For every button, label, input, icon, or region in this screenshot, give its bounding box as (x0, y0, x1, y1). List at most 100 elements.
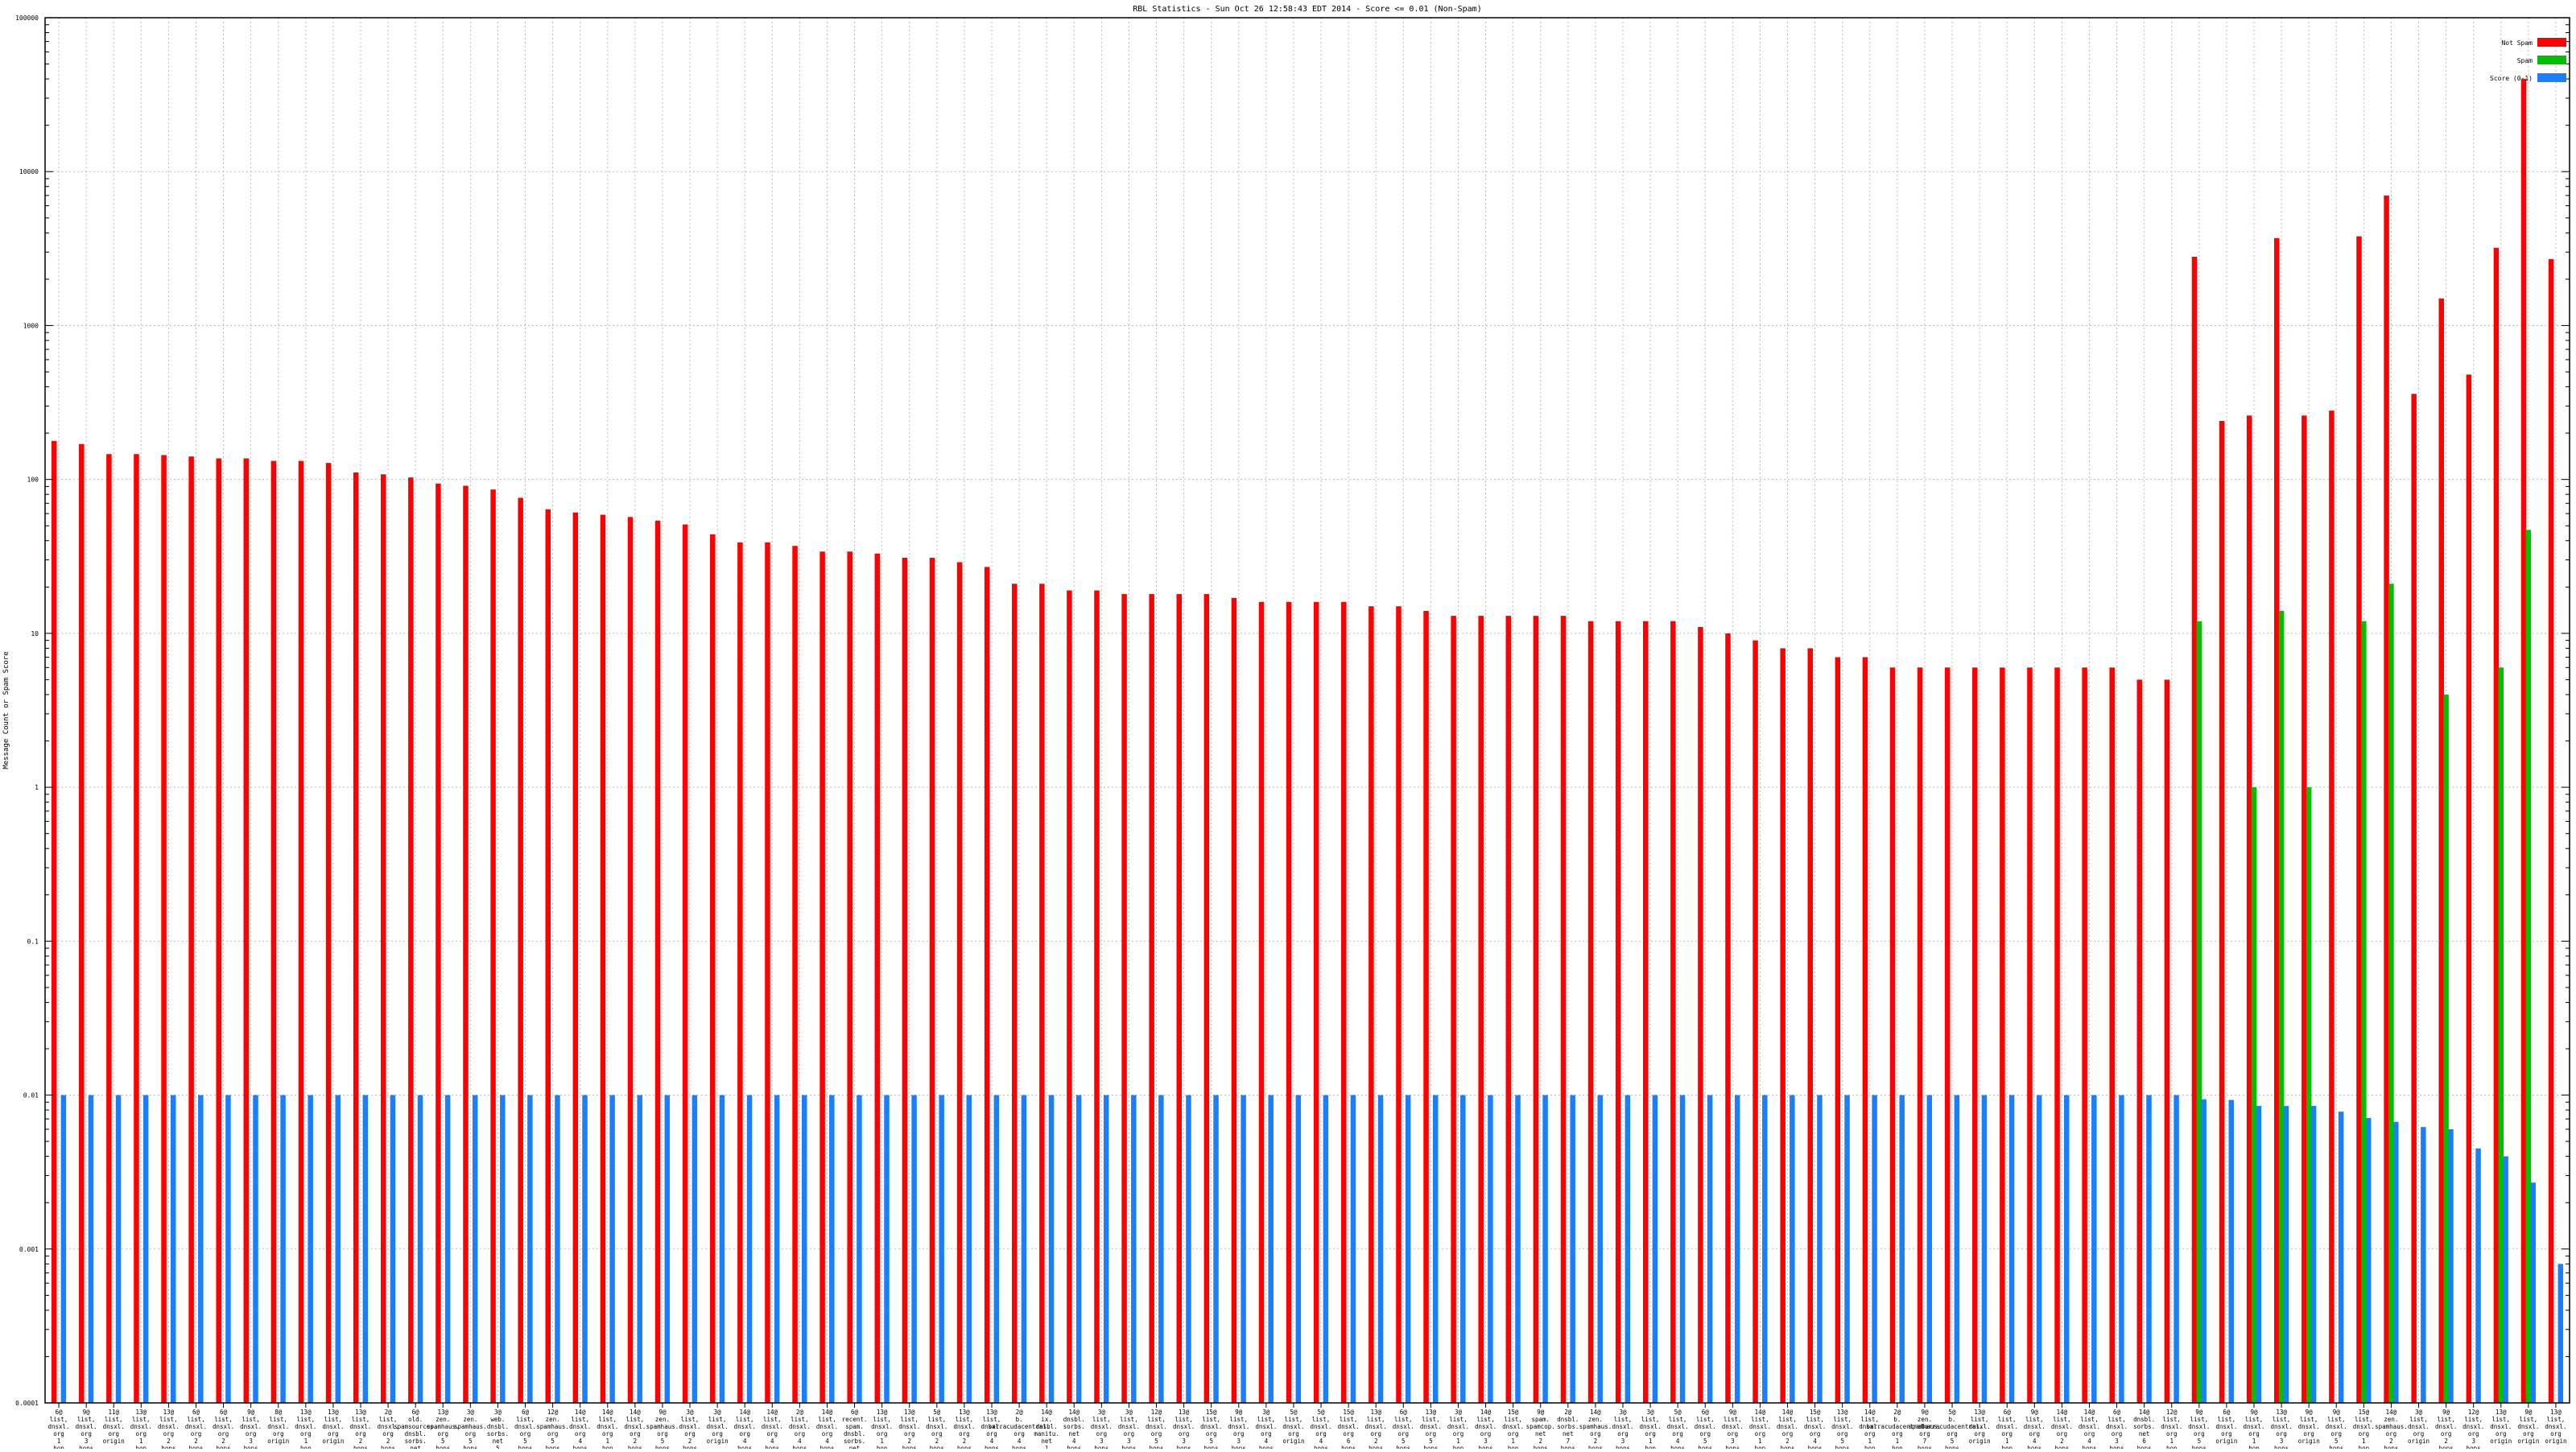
bar-spam (2443, 695, 2449, 1403)
y-axis-label: Message Count or Spam Score (2, 651, 10, 769)
bar-score-0-1- (336, 1095, 341, 1403)
x-tick-label: 12@ list, dnsxl. org 1 hop (2161, 1409, 2182, 1449)
bar-not-spam (1752, 641, 1758, 1403)
x-tick-label: 14@ dnsbl. sorbs. net 6 hops (2133, 1409, 2155, 1449)
bar-spam (2306, 787, 2312, 1403)
bar-score-0-1- (1296, 1095, 1302, 1403)
bar-score-0-1- (2119, 1095, 2124, 1403)
y-tick-label: 1000 (23, 322, 39, 329)
bar-score-0-1- (2064, 1095, 2070, 1403)
bar-not-spam (1643, 621, 1649, 1403)
x-tick-label: 13@ list, dnsxl. org 2 hops (1365, 1409, 1387, 1449)
x-tick-label: 2@ list, dnsxl. org 4 hops (789, 1409, 811, 1449)
y-tick-label: 1 (35, 784, 39, 791)
x-tick-label: 5@ list, dnsxl. org 4 hops (1667, 1409, 1689, 1449)
x-tick-label: 6@recent.spam.dnsbl.sorbs.net6hops (842, 1409, 868, 1449)
bar-not-spam (710, 534, 716, 1403)
bar-not-spam (1725, 633, 1731, 1403)
x-tick-label: 13@ list, dnsxl. org 2 hops (349, 1409, 371, 1449)
bar-not-spam (1890, 667, 1896, 1403)
bar-score-0-1- (1872, 1095, 1877, 1403)
bar-not-spam (1808, 648, 1814, 1403)
bar-score-0-1- (116, 1095, 122, 1403)
x-tick-label: 3@ list, dnsxl. org 3 hops (1118, 1409, 1140, 1449)
bar-score-0-1- (637, 1095, 642, 1403)
bar-score-0-1- (1790, 1095, 1795, 1403)
bar-score-0-1- (527, 1095, 533, 1403)
bar-score-0-1- (1213, 1095, 1219, 1403)
bar-score-0-1- (2366, 1118, 2372, 1403)
x-tick-label: 13@ list, dnsxl. org 5 hops (1420, 1409, 1442, 1449)
bar-not-spam (902, 558, 908, 1403)
x-tick-label: 6@ list, dnsxl. org 2 hops (185, 1409, 207, 1449)
bar-not-spam (1534, 616, 1539, 1403)
bar-not-spam (381, 474, 386, 1403)
bar-not-spam (573, 513, 579, 1403)
bar-not-spam (1561, 616, 1567, 1403)
y-tick-label: 100 (27, 476, 39, 484)
x-tick-label: 6@ list, dnsxl. org 5 hops (1695, 1409, 1716, 1449)
bar-score-0-1- (857, 1095, 862, 1403)
x-tick-label: 14@ list, dnsxl. org 4 hops (2079, 1409, 2100, 1449)
bar-not-spam (1368, 606, 1374, 1403)
bar-not-spam (2467, 374, 2472, 1403)
bar-not-spam (2549, 259, 2554, 1403)
bar-score-0-1- (308, 1095, 313, 1403)
x-tick-label: 9@ list, dnsxl. org origin (2517, 1409, 2539, 1445)
x-tick-label: 14@ list, dnsxl. org 2 hops (624, 1409, 646, 1449)
bar-not-spam (2494, 248, 2500, 1403)
x-tick-label: 15@ list, dnsxl. org 1 hop (1502, 1409, 1524, 1449)
bar-not-spam (408, 477, 414, 1403)
bar-score-0-1- (445, 1095, 451, 1403)
x-tick-label: 14@ zen. spamhaus. org 2 hops (1579, 1409, 1612, 1449)
x-tick-label: 9@ list, dnsxl. org 5 hops (2188, 1409, 2210, 1449)
x-tick-label: 3@ list, dnsxl. org 2 hops (679, 1409, 700, 1449)
bar-not-spam (2274, 238, 2280, 1403)
x-tick-label: 9@ list, dnsxl. org 2 hops (2435, 1409, 2457, 1449)
bar-score-0-1- (198, 1095, 204, 1403)
bar-not-spam (1314, 602, 1319, 1403)
bar-not-spam (2109, 667, 2115, 1403)
x-tick-label: 6@ list, dnsxl. org 1 hop (47, 1409, 69, 1449)
bar-not-spam (2384, 196, 2389, 1403)
bar-spam (2499, 667, 2504, 1403)
x-tick-label: 3@ list, dnsxl. org 1 hop (1640, 1409, 1662, 1449)
bar-not-spam (2082, 667, 2087, 1403)
x-tick-label: 6@ list, dnsxl. org 2 hops (213, 1409, 234, 1449)
bar-not-spam (188, 456, 194, 1403)
bar-not-spam (1094, 591, 1100, 1403)
bar-not-spam (655, 521, 661, 1403)
bar-not-spam (134, 454, 139, 1403)
x-tick-label: 6@ list, dnsxl. org origin (2215, 1409, 2237, 1445)
x-tick-label: 3@ list, dnsxl. org 1 hop (1447, 1409, 1469, 1449)
bar-not-spam (2356, 237, 2362, 1403)
x-tick-label: 14@ dnsbl. sorbs. net 4 hops (1063, 1409, 1085, 1449)
legend-swatch (2537, 56, 2566, 64)
x-tick-label: 9@ list, dnsxl. org 5 hops (2326, 1409, 2347, 1449)
x-tick-label: 13@ list, dnsxl. org origin (1969, 1409, 1991, 1445)
bar-not-spam (1039, 584, 1045, 1403)
bar-score-0-1- (253, 1095, 258, 1403)
bar-score-0-1- (1625, 1095, 1631, 1403)
bar-not-spam (2439, 299, 2445, 1403)
bar-score-0-1- (1955, 1095, 1960, 1403)
x-tick-label: 3@ list, dnsxl. org 4 hops (1255, 1409, 1277, 1449)
x-tick-label: 13@ list, dnsxl. org 1 hop (295, 1409, 316, 1449)
bar-not-spam (1780, 648, 1785, 1403)
x-tick-label: 14@ list, dnsxl. org 1 hop (1749, 1409, 1771, 1449)
bar-score-0-1- (2284, 1106, 2289, 1403)
bar-not-spam (1451, 616, 1456, 1403)
bar-not-spam (1945, 667, 1951, 1403)
bar-not-spam (2165, 679, 2170, 1403)
bar-not-spam (1478, 616, 1484, 1403)
bar-spam (2279, 611, 2285, 1403)
legend-swatch (2537, 38, 2566, 47)
bar-not-spam (957, 562, 963, 1403)
bar-not-spam (683, 525, 688, 1403)
bar-not-spam (2411, 394, 2417, 1403)
bar-not-spam (1149, 594, 1154, 1403)
bar-not-spam (1698, 627, 1703, 1403)
x-tick-label: 3@ list, dnsxl. org origin (2408, 1409, 2429, 1445)
x-tick-label: 13@ list, dnsxl. org origin (2490, 1409, 2512, 1445)
x-tick-label: 12@ list, dnsxl. org 3 hops (2462, 1409, 2484, 1449)
